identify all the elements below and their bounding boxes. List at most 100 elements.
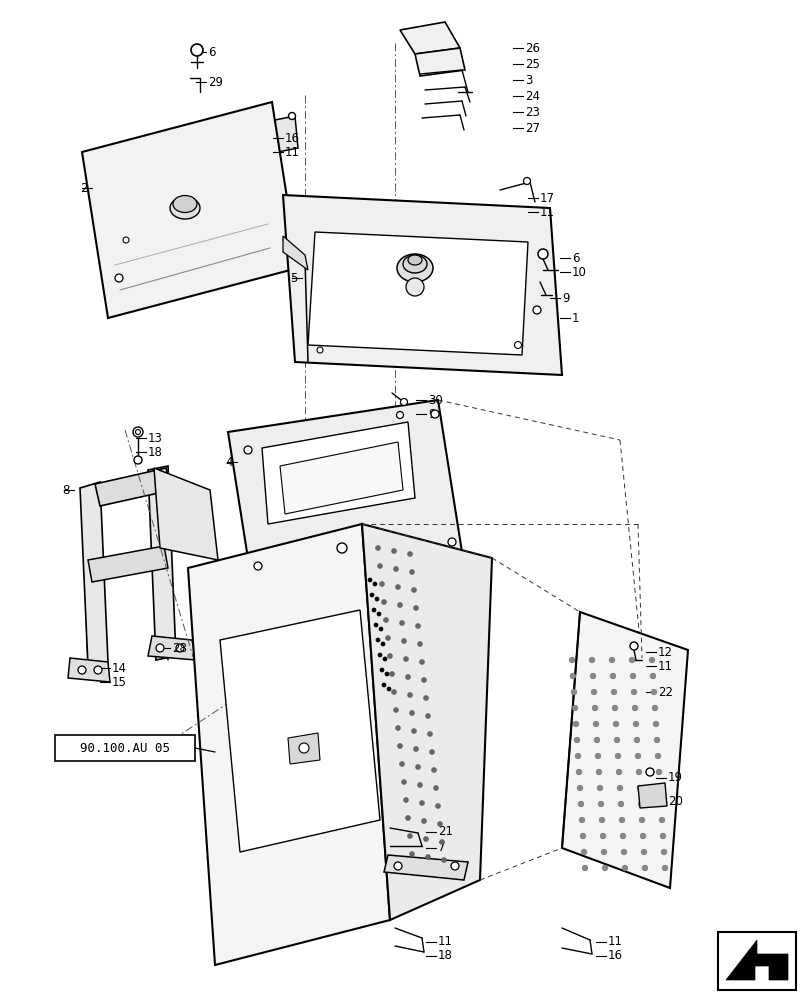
Circle shape [661, 865, 667, 871]
Text: 6: 6 [571, 251, 579, 264]
Ellipse shape [407, 255, 422, 265]
Text: 7: 7 [437, 841, 445, 854]
Circle shape [421, 678, 426, 682]
Circle shape [523, 178, 530, 185]
Circle shape [254, 562, 262, 570]
Text: 11: 11 [285, 146, 299, 159]
Circle shape [595, 769, 601, 775]
Circle shape [383, 617, 388, 622]
Circle shape [381, 599, 386, 604]
Circle shape [450, 862, 458, 870]
Circle shape [597, 801, 603, 807]
Circle shape [407, 833, 412, 838]
Circle shape [406, 278, 423, 296]
Text: 15: 15 [112, 676, 127, 688]
Text: 8: 8 [62, 484, 69, 496]
Text: 16: 16 [285, 132, 299, 145]
Circle shape [569, 673, 575, 679]
Circle shape [176, 644, 184, 652]
Circle shape [375, 597, 379, 601]
Circle shape [594, 737, 599, 743]
Circle shape [439, 839, 444, 844]
Ellipse shape [173, 196, 197, 213]
Circle shape [653, 737, 659, 743]
Circle shape [599, 817, 604, 823]
Text: 20: 20 [667, 795, 682, 808]
Text: 26: 26 [525, 42, 539, 55]
Text: 13: 13 [148, 432, 163, 444]
Circle shape [375, 638, 380, 642]
Circle shape [387, 687, 391, 691]
Circle shape [435, 803, 440, 808]
Circle shape [612, 721, 618, 727]
Circle shape [649, 673, 655, 679]
Text: 11: 11 [437, 935, 453, 948]
Circle shape [403, 797, 408, 802]
Circle shape [621, 865, 627, 871]
Circle shape [574, 753, 581, 759]
Circle shape [633, 721, 638, 727]
Circle shape [391, 690, 396, 694]
Circle shape [608, 657, 614, 663]
Circle shape [415, 624, 420, 629]
Text: 1: 1 [571, 312, 579, 324]
Polygon shape [264, 116, 298, 154]
Polygon shape [561, 612, 687, 888]
Circle shape [387, 654, 392, 658]
Circle shape [431, 410, 439, 418]
Circle shape [640, 849, 646, 855]
Circle shape [532, 306, 540, 314]
Circle shape [379, 627, 383, 631]
Circle shape [288, 113, 295, 120]
Circle shape [592, 721, 599, 727]
Circle shape [395, 584, 400, 589]
Circle shape [413, 605, 418, 610]
Polygon shape [95, 468, 172, 506]
Polygon shape [154, 468, 217, 560]
Circle shape [441, 857, 446, 862]
Polygon shape [148, 466, 176, 660]
Circle shape [659, 833, 665, 839]
Polygon shape [88, 546, 168, 582]
Text: 90.100.AU 05: 90.100.AU 05 [80, 742, 169, 754]
Circle shape [538, 249, 547, 259]
Circle shape [646, 768, 653, 776]
Polygon shape [400, 22, 460, 54]
Circle shape [409, 570, 414, 574]
Circle shape [617, 801, 623, 807]
Polygon shape [82, 102, 298, 318]
Circle shape [370, 593, 374, 597]
Circle shape [590, 689, 596, 695]
Circle shape [659, 817, 664, 823]
Circle shape [401, 639, 406, 644]
Polygon shape [362, 524, 491, 920]
Text: 14: 14 [112, 662, 127, 674]
Circle shape [383, 657, 387, 661]
Circle shape [642, 865, 647, 871]
Circle shape [391, 548, 396, 554]
Polygon shape [414, 48, 465, 76]
Circle shape [133, 427, 143, 437]
Text: 4: 4 [225, 456, 232, 468]
Text: 25: 25 [525, 58, 539, 71]
Circle shape [657, 801, 663, 807]
Circle shape [411, 728, 416, 734]
Circle shape [134, 456, 142, 464]
Circle shape [638, 817, 644, 823]
Circle shape [385, 636, 390, 641]
Circle shape [611, 705, 617, 711]
Circle shape [610, 689, 616, 695]
Text: 29: 29 [208, 76, 223, 89]
Circle shape [298, 743, 309, 753]
Circle shape [437, 821, 442, 826]
Text: 11: 11 [657, 660, 672, 672]
Polygon shape [384, 855, 467, 880]
Circle shape [415, 764, 420, 770]
Circle shape [631, 705, 637, 711]
Circle shape [409, 710, 414, 716]
Circle shape [397, 744, 402, 748]
Circle shape [380, 642, 384, 646]
Circle shape [419, 660, 424, 664]
Text: 30: 30 [427, 393, 442, 406]
Circle shape [629, 657, 634, 663]
